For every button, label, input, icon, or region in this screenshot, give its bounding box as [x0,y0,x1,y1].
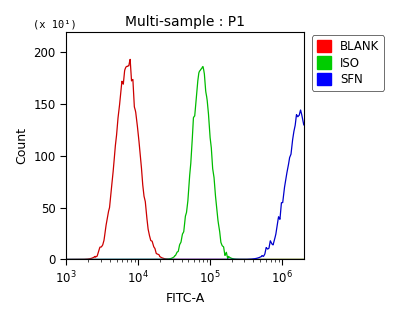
Legend: BLANK, ISO, SFN: BLANK, ISO, SFN [312,35,384,91]
X-axis label: FITC-A: FITC-A [165,292,204,305]
Text: (x 10¹): (x 10¹) [33,19,77,29]
Title: Multi-sample : P1: Multi-sample : P1 [125,15,245,29]
Y-axis label: Count: Count [15,127,28,164]
